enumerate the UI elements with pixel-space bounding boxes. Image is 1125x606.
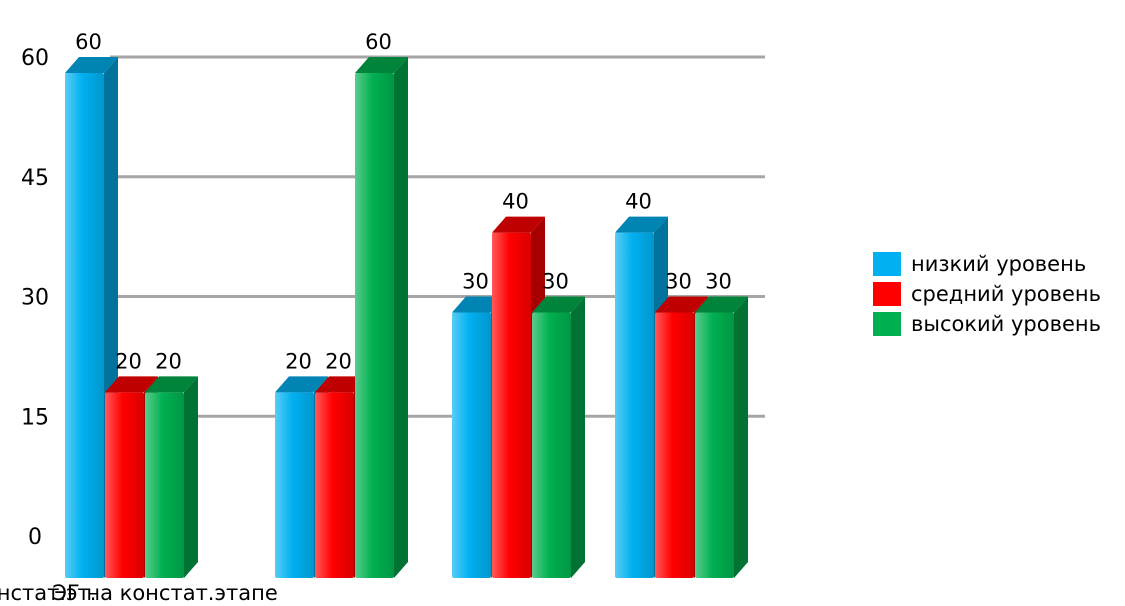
- data-label: 20: [155, 349, 182, 373]
- data-label: 20: [285, 349, 312, 373]
- data-label: 30: [665, 270, 692, 294]
- data-label: 60: [75, 30, 102, 54]
- x-axis-categories: ЭГ на констат.этапеКГ на констат.эт.: [0, 581, 278, 605]
- y-axis-ticks: 0 15 30 45 60: [21, 46, 49, 550]
- data-label: 30: [542, 270, 569, 294]
- data-label: 30: [705, 270, 732, 294]
- y-tick-label: 0: [28, 525, 42, 550]
- legend-label: средний уровень: [911, 282, 1101, 306]
- y-tick-label: 45: [21, 166, 49, 191]
- data-label: 30: [462, 270, 489, 294]
- legend-label: высокий уровень: [911, 312, 1101, 336]
- y-tick-label: 30: [21, 286, 49, 311]
- data-label: 40: [625, 190, 652, 214]
- bar: [532, 297, 585, 579]
- data-label: 20: [325, 349, 352, 373]
- bar: [355, 57, 408, 578]
- bar: [145, 376, 198, 578]
- y-tick-label: 60: [21, 46, 49, 71]
- legend-swatch: [873, 312, 901, 336]
- legend: низкий уровень средний уровень высокий уро…: [873, 252, 1101, 336]
- legend-label: низкий уровень: [911, 252, 1086, 276]
- bars: [65, 57, 748, 578]
- data-label: 60: [365, 30, 392, 54]
- category-label: КГ на констат.эт.: [0, 581, 96, 605]
- bar: [695, 297, 748, 579]
- data-label: 20: [115, 349, 142, 373]
- data-label: 40: [502, 190, 529, 214]
- legend-swatch: [873, 282, 901, 306]
- y-tick-label: 15: [21, 405, 49, 430]
- legend-swatch: [873, 252, 901, 276]
